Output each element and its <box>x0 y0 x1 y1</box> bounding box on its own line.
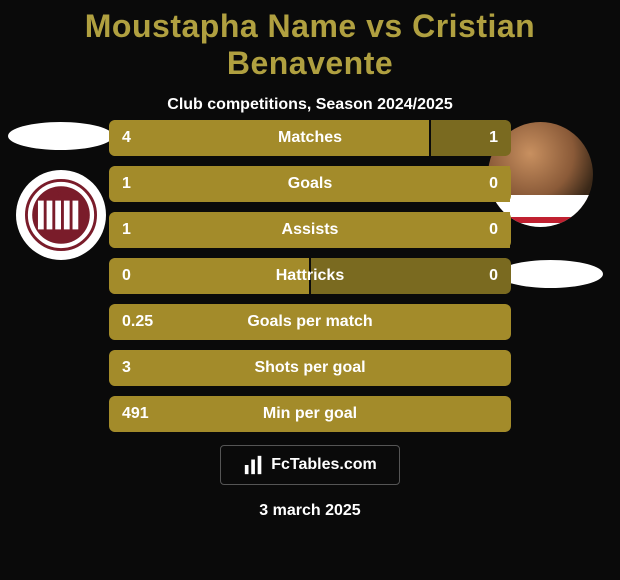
player-right-placeholder-ellipse <box>498 260 603 288</box>
stat-value-left: 4 <box>110 120 143 156</box>
club-badge-left: CFR <box>16 170 106 260</box>
stat-value-right: 1 <box>477 120 510 156</box>
stat-value-right: 0 <box>477 166 510 202</box>
player-left-placeholder-ellipse <box>8 122 113 150</box>
stat-value-left: 1 <box>110 166 143 202</box>
stat-label: Goals per match <box>110 304 510 340</box>
brand-badge[interactable]: FcTables.com <box>220 445 400 485</box>
stat-label: Shots per goal <box>110 350 510 386</box>
stat-value-left: 491 <box>110 396 161 432</box>
stat-label: Min per goal <box>110 396 510 432</box>
comparison-title: Moustapha Name vs Cristian Benavente <box>0 0 620 82</box>
stat-row: Matches4 1 <box>110 120 510 156</box>
stat-value-left: 0 <box>110 258 143 294</box>
snapshot-date: 3 march 2025 <box>0 502 620 520</box>
stat-row: Goals per match0.25 <box>110 304 510 340</box>
stats-bars: Matches41Goals10Assists10Hattricks00Goal… <box>110 120 510 442</box>
stat-label: Hattricks <box>110 258 510 294</box>
stat-row: Shots per goal3 <box>110 350 510 386</box>
stat-value-left: 3 <box>110 350 143 386</box>
stat-row: Goals1 0 <box>110 166 510 202</box>
brand-text: FcTables.com <box>271 456 377 474</box>
stat-value-left: 0.25 <box>110 304 165 340</box>
stat-row: Hattricks0 0 <box>110 258 510 294</box>
stat-value-left: 1 <box>110 212 143 248</box>
stat-label: Matches <box>110 120 510 156</box>
stat-label: Assists <box>110 212 510 248</box>
stat-value-right: 0 <box>477 212 510 248</box>
stat-value-right: 0 <box>477 258 510 294</box>
stat-row: Min per goal491 <box>110 396 510 432</box>
stat-label: Goals <box>110 166 510 202</box>
bar-chart-icon <box>243 454 265 476</box>
stat-row: Assists1 0 <box>110 212 510 248</box>
cfr-crest-icon: CFR <box>25 179 97 251</box>
comparison-subtitle: Club competitions, Season 2024/2025 <box>0 96 620 114</box>
svg-text:CFR: CFR <box>52 188 70 198</box>
